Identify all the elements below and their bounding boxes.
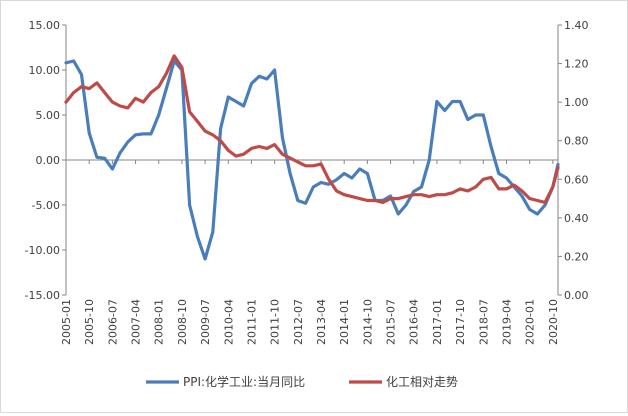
left-tick-label: -10.00 [25,244,60,257]
right-tick-label: 0.40 [564,212,589,225]
legend: PPI:化学工业:当月同比 化工相对走势 [146,374,458,389]
left-tick-label: -5.00 [32,199,60,212]
x-axis: 2005-01 2005-10 2006-07 2007-04 2008-01 2008-… [60,160,560,345]
right-tick-label: 1.40 [564,19,589,32]
left-tick-label: 10.00 [29,64,61,77]
right-tick-label: 0.20 [564,250,589,263]
x-tick-label: 2013-04 [315,299,328,345]
x-tick-label: 2010-04 [222,299,235,345]
series-line-1 [64,59,560,261]
x-tick-label: 2005-10 [83,299,96,345]
left-tick-label: -15.00 [25,289,60,302]
left-tick-label: 0.00 [36,154,61,167]
legend-label-1: PPI:化学工业:当月同比 [183,374,305,389]
series-lines [64,54,560,261]
x-tick-label: 2008-10 [176,299,189,345]
left-y-axis: 15.00 10.00 5.00 0.00 -5.00 -10.00 -15.00 [25,19,67,302]
x-tick-label: 2007-04 [130,299,143,345]
left-tick-label: 5.00 [36,109,61,122]
x-tick-label: 2006-07 [106,299,119,345]
x-tick-label: 2020-10 [547,299,560,345]
x-tick-label: 2015-07 [385,299,398,345]
right-tick-label: 1.00 [564,96,589,109]
x-tick-label: 2005-01 [60,299,73,345]
series-line-2 [64,54,560,204]
left-tick-label: 15.00 [29,19,61,32]
right-tick-label: 0.80 [564,135,589,148]
x-tick-label: 2009-07 [199,299,212,345]
right-tick-label: 0.60 [564,173,589,186]
x-tick-label: 2014-01 [338,299,351,345]
x-tick-label: 2020-01 [524,299,537,345]
x-tick-label: 2011-10 [269,299,282,345]
x-tick-label: 2018-07 [477,299,490,345]
x-tick-label: 2017-10 [454,299,467,345]
x-tick-label: 2016-04 [408,299,421,345]
right-tick-label: 1.20 [564,58,589,71]
x-tick-label: 2008-01 [153,299,166,345]
x-tick-label: 2017-01 [431,299,444,345]
x-tick-label: 2011-01 [245,299,258,345]
right-tick-label: 0.00 [564,289,589,302]
x-tick-label: 2012-07 [292,299,305,345]
x-tick-label: 2014-10 [361,299,374,345]
x-tick-label: 2019-04 [500,299,513,345]
right-y-axis: 1.40 1.20 1.00 0.80 0.60 0.40 0.20 0.00 [557,19,589,302]
legend-label-2: 化工相对走势 [386,375,458,389]
